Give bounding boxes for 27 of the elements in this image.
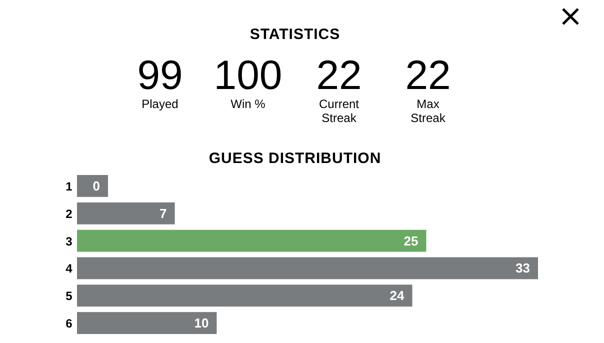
y-tick-label: 3: [66, 234, 73, 248]
y-tick-label: 2: [66, 206, 73, 221]
bar: [77, 202, 175, 224]
data-label: 10: [194, 316, 209, 331]
text: Current Streak: [318, 97, 360, 125]
y-tick-label: 1: [66, 179, 73, 194]
text: 22: [316, 52, 362, 98]
text: Played: [142, 97, 178, 111]
text: 99: [137, 52, 183, 98]
data-label: 0: [92, 178, 100, 194]
bar: [77, 284, 412, 307]
data-label: 33: [516, 260, 530, 276]
y-tick-label: 5: [66, 289, 73, 304]
text: Win %: [230, 97, 266, 111]
bar: [77, 230, 426, 252]
data-label: 25: [404, 233, 418, 248]
text: STATISTICS: [250, 26, 340, 43]
data-label: 7: [160, 206, 167, 221]
text: 100: [214, 52, 282, 98]
bar: [77, 312, 217, 334]
chart-title: GUESS DISTRIBUTION: [208, 150, 382, 167]
bar: [77, 257, 538, 280]
y-tick-label: 4: [66, 262, 73, 276]
text: 22: [405, 52, 451, 98]
data-label: 24: [390, 288, 406, 304]
y-tick-label: 6: [66, 316, 73, 331]
text: Max Streak: [410, 97, 446, 125]
